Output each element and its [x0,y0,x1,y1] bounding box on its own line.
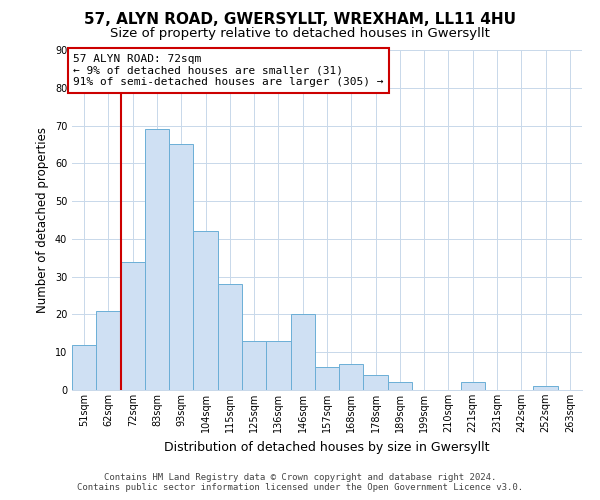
X-axis label: Distribution of detached houses by size in Gwersyllt: Distribution of detached houses by size … [164,440,490,454]
Bar [72,344,96,390]
Text: 57 ALYN ROAD: 72sqm
← 9% of detached houses are smaller (31)
91% of semi-detache: 57 ALYN ROAD: 72sqm ← 9% of detached hou… [73,54,384,87]
Y-axis label: Number of detached properties: Number of detached properties [36,127,49,313]
Bar [266,341,290,390]
Bar [315,368,339,390]
Bar [290,314,315,390]
Bar [193,232,218,390]
Bar [533,386,558,390]
Bar [121,262,145,390]
Text: 57, ALYN ROAD, GWERSYLLT, WREXHAM, LL11 4HU: 57, ALYN ROAD, GWERSYLLT, WREXHAM, LL11 … [84,12,516,28]
Bar [388,382,412,390]
Bar [461,382,485,390]
Bar [169,144,193,390]
Bar [242,341,266,390]
Bar [145,130,169,390]
Bar [96,310,121,390]
Text: Contains HM Land Registry data © Crown copyright and database right 2024.
Contai: Contains HM Land Registry data © Crown c… [77,473,523,492]
Bar [339,364,364,390]
Bar [364,375,388,390]
Text: Size of property relative to detached houses in Gwersyllt: Size of property relative to detached ho… [110,28,490,40]
Bar [218,284,242,390]
